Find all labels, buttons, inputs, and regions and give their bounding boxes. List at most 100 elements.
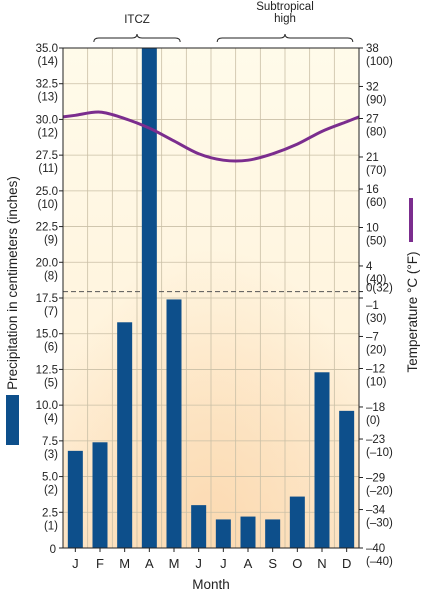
left-tick-cm: 0 bbox=[50, 544, 56, 556]
right-tick-c: –1 bbox=[366, 300, 379, 312]
temperature-line bbox=[62, 110, 360, 163]
left-tick-cm: 20.0 bbox=[36, 257, 58, 269]
month-label: J bbox=[72, 556, 79, 571]
right-tick-f: (70) bbox=[366, 165, 387, 177]
precipitation-bar-3 bbox=[141, 48, 157, 548]
left-tick-in: (8) bbox=[44, 270, 58, 282]
left-tick-in: (6) bbox=[44, 342, 58, 354]
left-tick-cm: 30.0 bbox=[36, 114, 58, 126]
left-tick-cm: 35.0 bbox=[36, 43, 58, 55]
right-tick-c: –34 bbox=[366, 505, 386, 517]
left-tick-in: (5) bbox=[44, 377, 58, 389]
left-tick-in: (4) bbox=[44, 413, 58, 425]
annotation-bracket-1 bbox=[216, 33, 354, 43]
left-tick-cm: 22.5 bbox=[36, 222, 58, 234]
left-tick-cm: 12.5 bbox=[36, 364, 58, 376]
left-tick-cm: 25.0 bbox=[36, 186, 58, 198]
left-axis-ticks: 35.0(14) 32.5(13) 30.0(12) 27.5(11) 25.0(10)… bbox=[36, 43, 63, 556]
month-label: A bbox=[244, 556, 253, 571]
month-label: M bbox=[169, 556, 180, 571]
month-label: N bbox=[317, 556, 326, 571]
month-label: S bbox=[268, 556, 277, 571]
right-tick-f: (40) bbox=[366, 274, 387, 286]
right-axis-ticks: 38(100) 32(90) 27(80) 21(70) 16(60) 10(50) 4(4… bbox=[359, 43, 393, 568]
right-tick-f: (0) bbox=[366, 415, 380, 427]
left-tick-cm: 17.5 bbox=[36, 293, 58, 305]
right-tick-c: –23 bbox=[366, 434, 385, 446]
precipitation-bar-9 bbox=[289, 496, 305, 548]
annotation-label-1: high bbox=[274, 13, 296, 25]
left-tick-in: (9) bbox=[44, 235, 58, 247]
x-axis-title: Month bbox=[192, 577, 230, 592]
precipitation-bar-10 bbox=[314, 372, 330, 548]
right-tick-c: –40 bbox=[366, 543, 385, 555]
right-tick-f: (50) bbox=[366, 235, 387, 247]
right-tick-c: 4 bbox=[366, 261, 373, 273]
right-tick-f: (30) bbox=[366, 313, 387, 325]
month-label: F bbox=[96, 556, 104, 571]
right-tick-c: 38 bbox=[366, 43, 379, 55]
right-tick-c: 10 bbox=[366, 222, 379, 234]
right-tick-f: (–10) bbox=[366, 447, 393, 459]
right-tick-f: (–20) bbox=[366, 485, 393, 497]
month-label: O bbox=[292, 556, 302, 571]
precipitation-bar-5 bbox=[191, 505, 207, 548]
precipitation-bar-11 bbox=[339, 410, 355, 548]
left-tick-cm: 5.0 bbox=[42, 472, 58, 484]
month-label: D bbox=[342, 556, 351, 571]
temperature-legend-swatch bbox=[409, 198, 413, 242]
month-label: J bbox=[195, 556, 202, 571]
right-tick-c: 0(32) bbox=[366, 283, 393, 295]
left-tick-in: (10) bbox=[38, 199, 59, 211]
precipitation-bar-2 bbox=[117, 322, 133, 548]
annotation-label-0: ITCZ bbox=[124, 14, 150, 26]
precipitation-bar-8 bbox=[265, 519, 281, 548]
right-tick-f: (–30) bbox=[366, 518, 393, 530]
left-tick-in: (1) bbox=[44, 520, 58, 532]
right-tick-f: (90) bbox=[366, 94, 387, 106]
right-tick-f: (80) bbox=[366, 127, 387, 139]
left-tick-in: (2) bbox=[44, 485, 58, 497]
left-tick-in: (14) bbox=[38, 56, 59, 68]
annotation-label-1: Subtropical bbox=[256, 1, 314, 13]
annotation-bracket-0 bbox=[93, 33, 181, 43]
right-axis-title: Temperature °C (°F) bbox=[405, 251, 420, 372]
left-tick-cm: 7.5 bbox=[42, 436, 58, 448]
right-tick-c: 16 bbox=[366, 184, 379, 196]
right-tick-c: 32 bbox=[366, 81, 379, 93]
left-tick-in: (7) bbox=[44, 306, 58, 318]
left-tick-in: (11) bbox=[38, 163, 58, 175]
right-tick-c: 21 bbox=[366, 152, 379, 164]
month-label: M bbox=[119, 556, 130, 571]
right-tick-f: (20) bbox=[366, 344, 387, 356]
precipitation-bar-7 bbox=[240, 516, 256, 548]
month-label: A bbox=[145, 556, 154, 571]
left-tick-cm: 10.0 bbox=[36, 400, 58, 412]
right-tick-f: (–40) bbox=[366, 556, 393, 568]
left-tick-cm: 32.5 bbox=[36, 79, 58, 91]
left-tick-cm: 27.5 bbox=[36, 150, 58, 162]
left-tick-in: (12) bbox=[38, 127, 59, 139]
right-tick-f: (10) bbox=[366, 377, 387, 389]
left-tick-cm: 15.0 bbox=[36, 329, 58, 341]
precipitation-bar-0 bbox=[67, 450, 83, 548]
right-tick-c: –12 bbox=[366, 364, 385, 376]
precipitation-bar-6 bbox=[215, 519, 231, 548]
right-tick-f: (100) bbox=[366, 56, 393, 68]
left-tick-cm: 2.5 bbox=[42, 507, 58, 519]
precipitation-bars bbox=[67, 48, 355, 548]
right-tick-c: 27 bbox=[366, 114, 379, 126]
left-tick-in: (13) bbox=[38, 92, 59, 104]
right-tick-c: –29 bbox=[366, 472, 385, 484]
left-axis-title: Precipitation in centimeters (inches) bbox=[5, 176, 20, 390]
precipitation-bar-1 bbox=[92, 442, 108, 548]
left-tick-in: (3) bbox=[44, 449, 58, 461]
gridlines bbox=[62, 47, 360, 549]
right-tick-c: –7 bbox=[366, 331, 379, 343]
precipitation-bar-4 bbox=[166, 299, 182, 548]
right-tick-f: (60) bbox=[366, 197, 387, 209]
precipitation-legend-swatch bbox=[6, 395, 19, 445]
